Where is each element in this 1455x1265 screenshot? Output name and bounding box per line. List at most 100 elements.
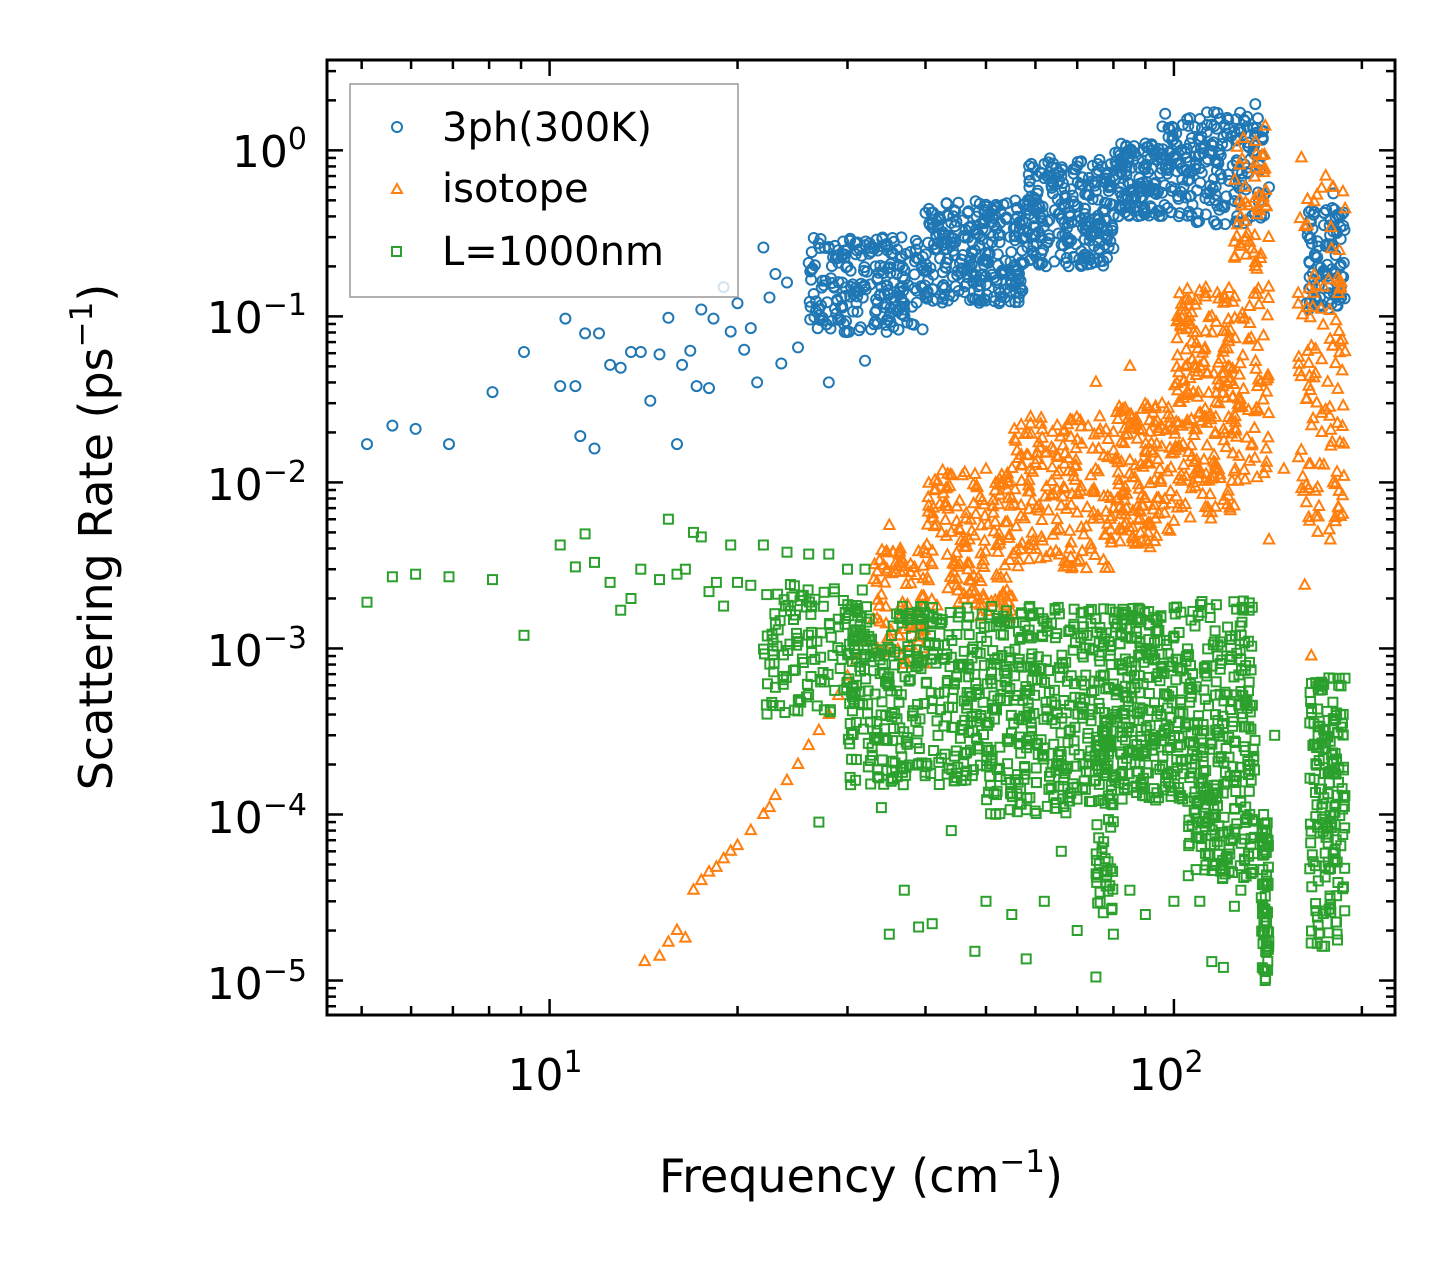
boundary-point bbox=[1210, 709, 1221, 721]
isotope-point bbox=[762, 799, 777, 813]
3ph-point bbox=[1249, 98, 1262, 111]
isotope-point bbox=[1119, 500, 1134, 514]
isotope-point bbox=[1130, 498, 1145, 512]
isotope-point bbox=[1260, 370, 1275, 384]
3ph-point bbox=[844, 234, 856, 247]
3ph-point bbox=[1029, 205, 1042, 218]
3ph-point bbox=[781, 276, 793, 289]
isotope-point bbox=[1198, 285, 1213, 299]
boundary-point bbox=[1189, 807, 1201, 819]
boundary-point bbox=[915, 620, 927, 632]
isotope-point bbox=[670, 922, 684, 935]
isotope-point bbox=[992, 589, 1007, 603]
3ph-point bbox=[1199, 208, 1212, 221]
isotope-point bbox=[1114, 521, 1129, 535]
isotope-point bbox=[1174, 467, 1189, 480]
isotope-point bbox=[1170, 347, 1185, 361]
isotope-point bbox=[1316, 317, 1331, 330]
boundary-point bbox=[842, 563, 853, 575]
isotope-point bbox=[1180, 416, 1195, 429]
boundary-point bbox=[1186, 745, 1198, 757]
isotope-point bbox=[1240, 225, 1255, 238]
3ph-point bbox=[957, 229, 970, 242]
isotope-point bbox=[1123, 452, 1137, 466]
boundary-point bbox=[911, 606, 923, 618]
3ph-point bbox=[966, 292, 979, 305]
boundary-point bbox=[912, 698, 924, 710]
isotope-point bbox=[1103, 511, 1118, 524]
boundary-point bbox=[1039, 676, 1051, 688]
boundary-point bbox=[1248, 754, 1260, 766]
boundary-point bbox=[834, 663, 846, 674]
boundary-point bbox=[1217, 961, 1229, 973]
boundary-point bbox=[1144, 619, 1156, 631]
isotope-point bbox=[941, 580, 955, 594]
isotope-point bbox=[1215, 366, 1229, 379]
3ph-point bbox=[1305, 237, 1318, 250]
boundary-point bbox=[1168, 895, 1180, 907]
isotope-point bbox=[1003, 498, 1017, 511]
isotope-point bbox=[1116, 487, 1130, 500]
boundary-point bbox=[1269, 729, 1281, 741]
boundary-point bbox=[1181, 643, 1193, 655]
isotope-point bbox=[1123, 416, 1138, 430]
isotope-point bbox=[1338, 200, 1352, 214]
isotope-point bbox=[1255, 194, 1270, 207]
isotope-point bbox=[1181, 313, 1196, 327]
isotope-point bbox=[1058, 480, 1072, 494]
boundary-point bbox=[981, 717, 993, 729]
boundary-point bbox=[1144, 646, 1156, 658]
isotope-point bbox=[1335, 418, 1350, 431]
isotope-point bbox=[1297, 577, 1312, 590]
boundary-point bbox=[635, 563, 647, 575]
isotope-point bbox=[1023, 415, 1038, 429]
isotope-point bbox=[1163, 483, 1178, 497]
isotope-point bbox=[1291, 285, 1306, 298]
boundary-point bbox=[1006, 909, 1018, 920]
boundary-point bbox=[994, 808, 1006, 820]
boundary-point bbox=[1304, 863, 1316, 875]
isotope-point bbox=[1332, 242, 1347, 255]
isotope-point bbox=[1051, 463, 1066, 477]
3ph-point bbox=[875, 281, 888, 294]
boundary-point bbox=[893, 696, 905, 708]
3ph-point bbox=[1193, 133, 1206, 146]
3ph-point bbox=[1165, 144, 1178, 157]
boundary-point bbox=[718, 600, 730, 612]
isotope-point bbox=[1147, 533, 1162, 547]
boundary-point bbox=[1164, 742, 1176, 753]
boundary-point bbox=[1053, 760, 1065, 772]
isotope-point bbox=[1227, 248, 1242, 262]
boundary-point bbox=[992, 652, 1004, 664]
3ph-point bbox=[1192, 215, 1205, 228]
3ph-point bbox=[1063, 206, 1076, 219]
boundary-point bbox=[1093, 778, 1105, 790]
3ph-point bbox=[992, 283, 1005, 296]
boundary-point bbox=[1012, 776, 1024, 788]
boundary-point bbox=[983, 716, 995, 728]
isotope-point bbox=[1014, 508, 1028, 521]
3ph-point bbox=[980, 288, 993, 301]
3ph-point bbox=[751, 376, 764, 389]
3ph-point bbox=[769, 268, 782, 280]
3ph-point bbox=[1129, 149, 1142, 162]
boundary-point bbox=[1048, 790, 1060, 802]
3ph-point bbox=[1141, 185, 1154, 198]
boundary-point bbox=[926, 703, 938, 715]
isotope-point bbox=[1208, 460, 1223, 473]
boundary-point bbox=[1012, 657, 1024, 669]
isotope-point bbox=[1070, 485, 1085, 498]
boundary-point bbox=[1078, 775, 1090, 787]
boundary-point bbox=[991, 764, 1003, 775]
3ph-point bbox=[1043, 232, 1056, 245]
isotope-point bbox=[1180, 412, 1195, 426]
boundary-point bbox=[1339, 790, 1351, 802]
tick-layer bbox=[327, 60, 1395, 1015]
isotope-point bbox=[1061, 450, 1076, 464]
3ph-point bbox=[988, 295, 1001, 308]
3ph-point bbox=[1078, 233, 1091, 246]
isotope-point bbox=[1069, 409, 1084, 423]
3ph-point bbox=[1205, 145, 1218, 157]
3ph-point bbox=[579, 327, 592, 340]
isotope-point bbox=[1222, 280, 1236, 293]
